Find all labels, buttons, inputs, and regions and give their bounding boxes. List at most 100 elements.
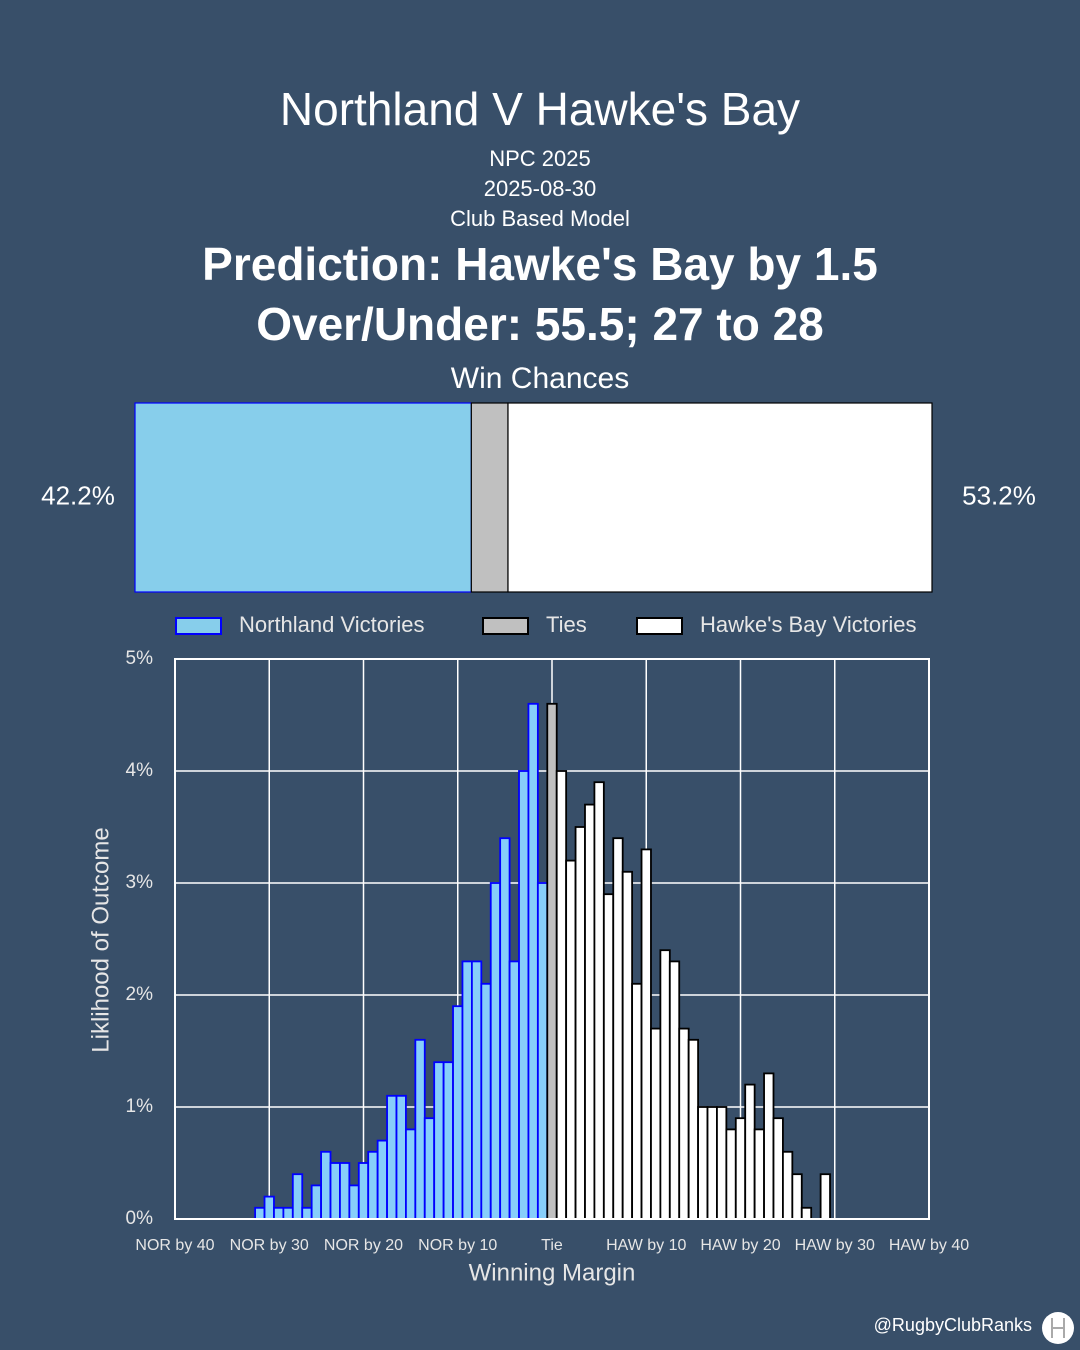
competition: NPC 2025 (489, 146, 591, 171)
histogram-bar (518, 770, 530, 1220)
win-bar-segment (134, 402, 472, 593)
histogram-bar (546, 702, 558, 1220)
footer-handle: @RugbyClubRanks (874, 1315, 1032, 1335)
histogram-bar (565, 859, 577, 1220)
histogram-bar (574, 826, 586, 1220)
y-axis-label: Liklihood of Outcome (87, 827, 114, 1052)
prediction: Prediction: Hawke's Bay by 1.5 (202, 238, 878, 290)
histogram-bar (640, 848, 652, 1220)
over-under: Over/Under: 55.5; 27 to 28 (256, 298, 824, 350)
x-axis-label: Winning Margin (469, 1259, 636, 1286)
histogram-bar (452, 1005, 464, 1220)
histogram-bar (329, 1162, 341, 1220)
x-tick-label: NOR by 40 (135, 1237, 214, 1254)
y-tick-label: 3% (126, 872, 154, 893)
histogram-bar (763, 1072, 775, 1220)
win-chances-title: Win Chances (451, 362, 629, 395)
logo-mark (1051, 1318, 1065, 1338)
histogram-bar (357, 1162, 370, 1220)
histogram-bar (800, 1206, 813, 1220)
histogram-bar (819, 1173, 831, 1220)
histogram-bar (584, 803, 596, 1220)
histogram-bar (301, 1206, 313, 1220)
histogram-bar (348, 1184, 360, 1220)
histogram-bar (320, 1150, 332, 1220)
model: Club Based Model (450, 206, 630, 231)
title: Northland V Hawke's Bay (280, 83, 800, 135)
histogram-bar (650, 1027, 662, 1220)
histogram-bar (621, 870, 634, 1220)
x-tick-label: HAW by 30 (795, 1237, 875, 1254)
histogram-bar (386, 1094, 398, 1220)
histogram-bar (782, 1150, 794, 1220)
histogram-bar (433, 1061, 445, 1220)
x-tick-label: Tie (541, 1237, 563, 1254)
histogram-bar (716, 1106, 728, 1220)
legend-label: Hawke's Bay Victories (700, 612, 917, 637)
legend-label: Northland Victories (239, 612, 424, 637)
y-tick-label: 1% (126, 1096, 154, 1117)
histogram-bar (414, 1038, 426, 1220)
legend-swatch (636, 617, 683, 635)
histogram-bar (678, 1027, 690, 1220)
y-tick-label: 2% (126, 984, 154, 1005)
legend-label: Ties (546, 612, 587, 637)
y-tick-label: 0% (126, 1208, 154, 1229)
histogram-bar (697, 1106, 709, 1220)
histogram-bar (395, 1094, 407, 1220)
histogram-bar (376, 1139, 388, 1220)
x-tick-label: NOR by 30 (230, 1237, 309, 1254)
histogram-bar (273, 1206, 285, 1220)
y-tick-label: 5% (126, 648, 154, 669)
histogram-bar (339, 1162, 351, 1220)
histogram-bar (744, 1083, 756, 1220)
win-bar-segment (507, 402, 933, 593)
x-tick-label: NOR by 20 (324, 1237, 403, 1254)
histogram-bar (593, 781, 605, 1220)
histogram-bar (282, 1206, 294, 1220)
win-percent-label: 53.2% (962, 480, 1036, 510)
histogram-bar (254, 1206, 266, 1220)
histogram-bar (734, 1117, 747, 1220)
histogram-bar (536, 882, 549, 1220)
histogram-bar (367, 1150, 379, 1220)
histogram-bar (631, 982, 643, 1220)
histogram-bar (668, 960, 681, 1220)
histogram-bar (706, 1106, 718, 1220)
x-tick-label: NOR by 10 (418, 1237, 497, 1254)
histogram-bar (442, 1061, 454, 1220)
histogram-bar (659, 949, 671, 1220)
plot-frame (174, 658, 930, 1220)
histogram-bar (612, 837, 624, 1220)
histogram-bar (291, 1173, 304, 1220)
y-tick-label: 4% (126, 760, 154, 781)
histogram-bar (489, 882, 502, 1220)
histogram-bar (423, 1117, 436, 1220)
histogram-bar (480, 982, 492, 1220)
histogram-bar (555, 770, 568, 1220)
histogram-bar (461, 960, 473, 1220)
histogram-bar (508, 960, 520, 1220)
legend-swatch (482, 617, 529, 635)
histogram-bar (263, 1195, 275, 1220)
histogram-bar (772, 1117, 784, 1220)
win-percent-label: 42.2% (41, 480, 115, 510)
histogram-bar (791, 1173, 803, 1220)
histogram-bar (725, 1128, 737, 1220)
histogram-bar (310, 1184, 322, 1220)
histogram-bar (470, 960, 483, 1220)
x-tick-label: HAW by 20 (700, 1237, 780, 1254)
histogram-bar (499, 837, 511, 1220)
histogram-bar (602, 893, 615, 1220)
histogram-bar (527, 702, 539, 1220)
win-bar-segment (470, 402, 509, 593)
histogram-bar (405, 1128, 417, 1220)
legend-swatch (175, 617, 222, 635)
x-tick-label: HAW by 10 (606, 1237, 686, 1254)
histogram-bar (753, 1128, 765, 1220)
histogram-bar (687, 1038, 699, 1220)
match-date: 2025-08-30 (484, 176, 597, 201)
x-tick-label: HAW by 40 (889, 1237, 969, 1254)
